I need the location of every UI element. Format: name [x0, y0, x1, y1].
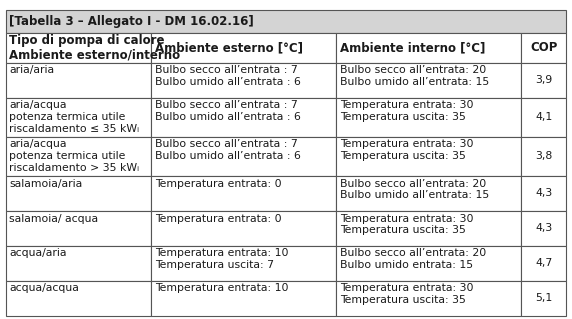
Bar [6, 281, 152, 316]
Text: acqua/acqua: acqua/acqua [9, 283, 79, 293]
Bar [522, 98, 566, 137]
Text: Temperatura entrata: 30
Temperatura uscita: 35: Temperatura entrata: 30 Temperatura usci… [340, 100, 474, 122]
Bar [152, 211, 336, 246]
Bar [152, 98, 336, 137]
Text: Temperatura entrata: 10: Temperatura entrata: 10 [155, 283, 288, 293]
Bar [522, 33, 566, 63]
Text: Bulbo secco all’entrata: 20
Bulbo umido all’entrata: 15: Bulbo secco all’entrata: 20 Bulbo umido … [340, 179, 489, 200]
Bar [152, 176, 336, 211]
Text: aria/acqua
potenza termica utile
riscaldamento > 35 kWᵢ: aria/acqua potenza termica utile riscald… [9, 139, 139, 173]
Bar [152, 281, 336, 316]
Text: [Tabella 3 – Allegato I - DM 16.02.16]: [Tabella 3 – Allegato I - DM 16.02.16] [9, 15, 253, 27]
Bar [152, 137, 336, 176]
Bar [336, 98, 522, 137]
Bar [522, 246, 566, 281]
Bar [336, 281, 522, 316]
Bar [336, 137, 522, 176]
Text: Ambiente interno [°C]: Ambiente interno [°C] [340, 41, 485, 54]
Text: Bulbo secco all’entrata : 7
Bulbo umido all’entrata : 6: Bulbo secco all’entrata : 7 Bulbo umido … [155, 139, 301, 161]
Text: 5,1: 5,1 [535, 293, 553, 303]
Bar [6, 211, 152, 246]
Text: Temperatura entrata: 10
Temperatura uscita: 7: Temperatura entrata: 10 Temperatura usci… [155, 249, 288, 270]
Text: Tipo di pompa di calore
Ambiente esterno/interno: Tipo di pompa di calore Ambiente esterno… [9, 34, 180, 62]
Bar [6, 137, 152, 176]
Text: Ambiente esterno [°C]: Ambiente esterno [°C] [155, 41, 303, 54]
Bar [6, 246, 152, 281]
Bar [336, 33, 522, 63]
Bar [336, 211, 522, 246]
Text: Temperatura entrata: 0: Temperatura entrata: 0 [155, 213, 281, 224]
Text: Temperatura entrata: 30
Temperatura uscita: 35: Temperatura entrata: 30 Temperatura usci… [340, 283, 474, 305]
Bar [6, 63, 152, 98]
Bar [522, 137, 566, 176]
Bar [336, 63, 522, 98]
Text: 4,3: 4,3 [535, 223, 553, 234]
Text: acqua/aria: acqua/aria [9, 249, 67, 258]
Text: 3,9: 3,9 [535, 75, 553, 85]
Bar [152, 63, 336, 98]
Text: Bulbo secco all’entrata: 20
Bulbo umido entrata: 15: Bulbo secco all’entrata: 20 Bulbo umido … [340, 249, 486, 270]
Text: Temperatura entrata: 30
Temperatura uscita: 35: Temperatura entrata: 30 Temperatura usci… [340, 213, 474, 235]
Bar [522, 211, 566, 246]
Bar [522, 281, 566, 316]
Bar [6, 98, 152, 137]
Bar [152, 33, 336, 63]
Bar [6, 33, 152, 63]
Bar [6, 176, 152, 211]
Bar [522, 63, 566, 98]
Text: aria/aria: aria/aria [9, 65, 54, 75]
Bar [522, 176, 566, 211]
Text: aria/acqua
potenza termica utile
riscaldamento ≤ 35 kWᵢ: aria/acqua potenza termica utile riscald… [9, 100, 139, 134]
Bar [336, 176, 522, 211]
Text: Bulbo secco all’entrata : 7
Bulbo umido all’entrata : 6: Bulbo secco all’entrata : 7 Bulbo umido … [155, 100, 301, 122]
Text: 4,1: 4,1 [535, 112, 553, 122]
Text: salamoia/ acqua: salamoia/ acqua [9, 213, 98, 224]
Bar [152, 246, 336, 281]
Text: Temperatura entrata: 30
Temperatura uscita: 35: Temperatura entrata: 30 Temperatura usci… [340, 139, 474, 161]
Text: Bulbo secco all’entrata: 20
Bulbo umido all’entrata: 15: Bulbo secco all’entrata: 20 Bulbo umido … [340, 65, 489, 87]
Text: salamoia/aria: salamoia/aria [9, 179, 82, 189]
Text: Bulbo secco all’entrata : 7
Bulbo umido all’entrata : 6: Bulbo secco all’entrata : 7 Bulbo umido … [155, 65, 301, 87]
Text: 4,3: 4,3 [535, 189, 553, 198]
Text: 4,7: 4,7 [535, 258, 553, 268]
Text: 3,8: 3,8 [535, 152, 553, 161]
Text: COP: COP [530, 41, 558, 54]
Text: Temperatura entrata: 0: Temperatura entrata: 0 [155, 179, 281, 189]
Bar [6, 10, 566, 33]
Bar [336, 246, 522, 281]
